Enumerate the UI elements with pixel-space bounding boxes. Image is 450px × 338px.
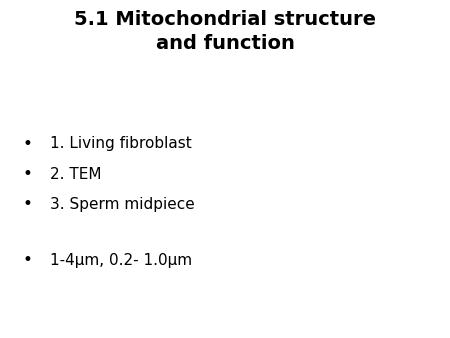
- Text: 2. TEM: 2. TEM: [50, 167, 101, 182]
- Text: •: •: [22, 165, 32, 183]
- Text: 5.1 Mitochondrial structure
and function: 5.1 Mitochondrial structure and function: [74, 10, 376, 53]
- Text: 3. Sperm midpiece: 3. Sperm midpiece: [50, 197, 194, 212]
- Text: 1. Living fibroblast: 1. Living fibroblast: [50, 136, 191, 151]
- Text: •: •: [22, 251, 32, 269]
- Text: •: •: [22, 135, 32, 153]
- Text: 1-4μm, 0.2- 1.0μm: 1-4μm, 0.2- 1.0μm: [50, 253, 192, 268]
- Text: •: •: [22, 195, 32, 214]
